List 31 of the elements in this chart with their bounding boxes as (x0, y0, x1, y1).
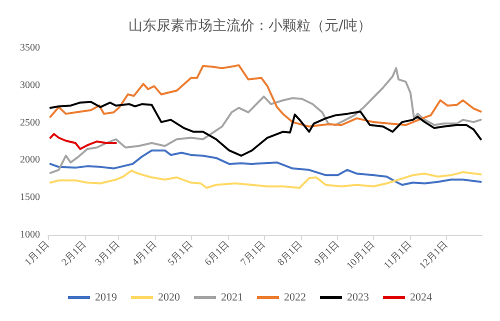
x-tick-label: 1月1日 (22, 239, 52, 268)
line-series (49, 149, 482, 186)
y-tick-label: 1500 (20, 192, 40, 204)
y-tick-label: 1000 (20, 230, 40, 240)
legend-label: 2022 (284, 292, 306, 304)
legend-label: 2020 (158, 292, 180, 304)
x-tick-label: 2月1日 (60, 239, 89, 268)
legend-label: 2021 (221, 292, 243, 304)
line-series (49, 67, 482, 174)
line-series (49, 64, 482, 128)
x-tick-label: 8月1日 (276, 239, 305, 268)
y-tick-label: 3000 (20, 80, 40, 91)
x-tick-label: 3月1日 (93, 239, 122, 268)
x-tick-label: 5月1日 (166, 239, 195, 268)
x-tick-label: 4月1日 (130, 239, 160, 268)
line-series (49, 133, 117, 150)
x-tick-label: 7月1日 (238, 239, 268, 268)
x-tick-label: 10月1日 (344, 239, 378, 272)
line-series (49, 170, 482, 189)
x-tick-label: 6月1日 (202, 239, 232, 268)
x-tick-label: 9月1日 (312, 239, 342, 268)
legend-label: 2024 (410, 292, 432, 304)
x-tick-label: 11月1日 (382, 239, 414, 272)
x-tick-label: 12月1日 (418, 239, 450, 272)
legend-label: 2019 (95, 292, 118, 304)
line-series (49, 100, 482, 157)
chart-title: 山东尿素市场主流价：小颗粒（元/吨） (128, 18, 372, 34)
y-tick-label: 3500 (20, 42, 40, 54)
y-tick-label: 2000 (20, 154, 40, 166)
y-tick-label: 2500 (20, 117, 40, 128)
legend-label: 2023 (347, 292, 370, 304)
